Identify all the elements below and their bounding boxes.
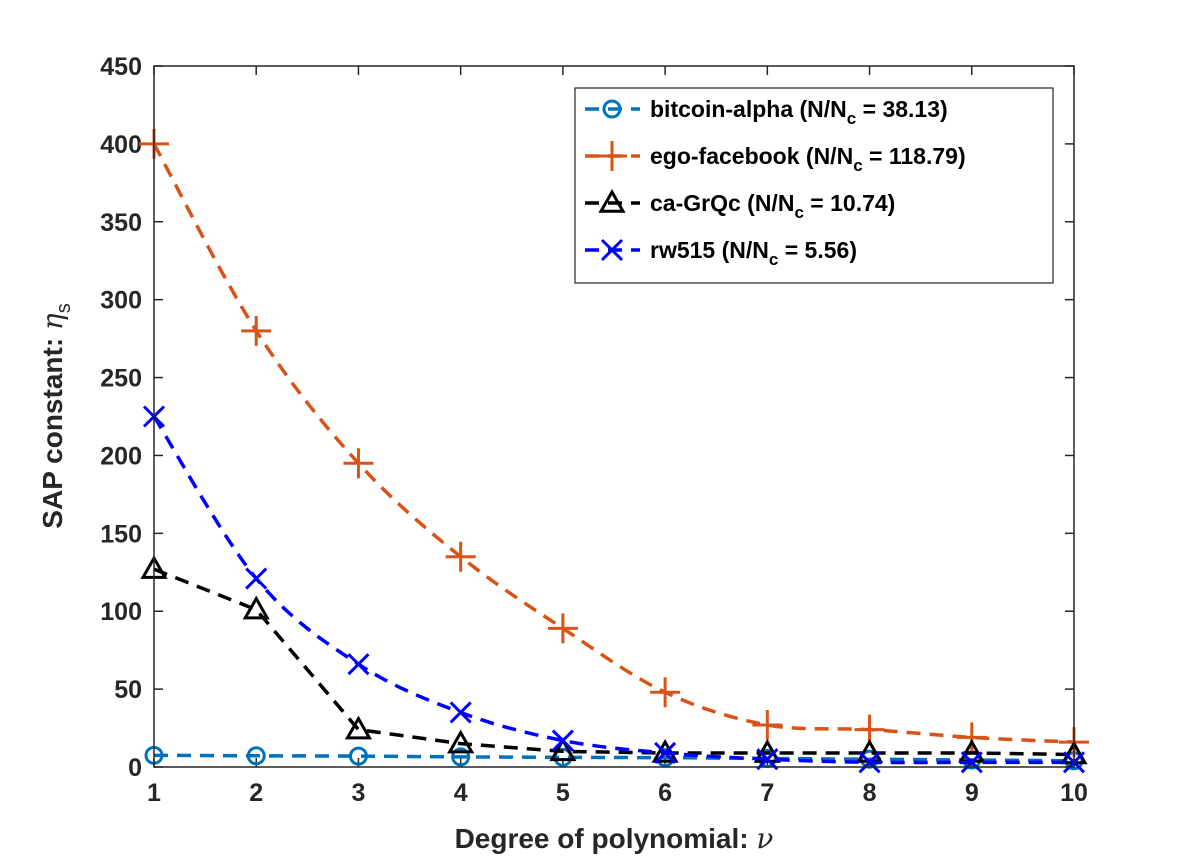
data-point-ca-GrQc-2: [242, 595, 270, 620]
y-tick-label-50: 50: [114, 676, 142, 704]
series-layer: [139, 128, 1089, 774]
series-rw515: [142, 405, 1086, 774]
data-point-ego-facebook-3: [343, 448, 374, 479]
data-point-rw515-2: [245, 567, 268, 590]
data-point-ca-GrQc-3: [344, 715, 373, 740]
y-tick-label-150: 150: [100, 520, 142, 548]
series-line-ego-facebook: [152, 143, 1075, 744]
y-axis-label-group: SAP constant: ηs: [36, 303, 75, 528]
legend: bitcoin-alpha (N/Nc = 38.13) ego-facebook…: [574, 87, 1054, 284]
y-tick-label-300: 300: [100, 287, 142, 315]
legend-item-bitcoin-alpha: bitcoin-alpha (N/Nc = 38.13): [585, 96, 948, 128]
x-tick-label-3: 3: [351, 779, 365, 807]
series-line-bitcoin-alpha: [153, 753, 1075, 763]
legend-label-ego-facebook: ego-facebook (N/Nc = 118.79): [650, 143, 966, 175]
legend-label-bitcoin-alpha: bitcoin-alpha (N/Nc = 38.13): [650, 96, 948, 128]
legend-marker-bitcoin-alpha: [602, 99, 622, 119]
data-point-ca-GrQc-5: [549, 737, 577, 762]
y-tick-label-400: 400: [100, 131, 142, 159]
legend-item-rw515: rw515 (N/Nc = 5.56): [585, 237, 857, 269]
data-point-bitcoin-alpha-3: [348, 746, 368, 766]
y-tick-label-450: 450: [100, 53, 142, 81]
x-tick-label-8: 8: [863, 779, 877, 807]
legend-box: [574, 87, 1054, 284]
data-point-rw515-7: [756, 748, 779, 771]
data-point-rw515-6: [654, 741, 677, 765]
data-point-rw515-5: [551, 729, 574, 752]
data-point-rw515-3: [347, 653, 370, 676]
series-line-rw515: [152, 415, 1074, 765]
data-point-ego-facebook-7: [752, 709, 783, 740]
x-tick-label-7: 7: [760, 779, 774, 807]
data-point-ca-GrQc-6: [651, 738, 679, 763]
legend-label-rw515: rw515 (N/Nc = 5.56): [650, 237, 857, 269]
data-point-ego-facebook-4: [445, 541, 476, 572]
x-tick-label-10: 10: [1060, 779, 1088, 807]
data-point-ego-facebook-5: [547, 613, 578, 644]
data-point-ego-facebook-2: [241, 315, 272, 346]
legend-label-ca-GrQc: ca-GrQc (N/Nc = 10.74): [650, 190, 895, 222]
y-axis-label: SAP constant: ηs: [36, 303, 75, 528]
x-tick-label-2: 2: [249, 779, 263, 807]
x-tick-label-6: 6: [658, 779, 672, 807]
data-point-ego-facebook-6: [650, 677, 681, 708]
x-axis-label: Degree of polynomial: ν: [455, 822, 774, 855]
legend-item-ego-facebook: ego-facebook (N/Nc = 118.79): [585, 141, 966, 175]
y-tick-label-100: 100: [100, 598, 142, 626]
data-point-rw515-4: [449, 701, 472, 724]
x-tick-label-5: 5: [556, 779, 570, 807]
x-tick-label-1: 1: [147, 779, 161, 807]
y-tick-label-350: 350: [100, 209, 142, 237]
series-line-ca-GrQc: [153, 567, 1075, 757]
data-point-rw515-9: [960, 751, 983, 774]
y-tick-label-250: 250: [100, 365, 142, 393]
axes-box: [153, 65, 1075, 768]
data-point-ca-GrQc-4: [447, 729, 475, 754]
legend-marker-ego-facebook: [597, 141, 627, 171]
y-tick-label-0: 0: [128, 754, 142, 782]
y-tick-label-200: 200: [100, 442, 142, 470]
legend-marker-ca-GrQc: [598, 188, 626, 213]
x-tick-label-9: 9: [965, 779, 979, 807]
data-point-bitcoin-alpha-4: [451, 747, 471, 767]
data-point-ego-facebook-9: [956, 722, 987, 753]
legend-marker-rw515: [600, 238, 624, 262]
legend-item-ca-GrQc: ca-GrQc (N/Nc = 10.74): [585, 188, 895, 222]
data-point-bitcoin-alpha-2: [246, 746, 266, 766]
data-point-rw515-8: [858, 751, 881, 774]
x-tick-label-4: 4: [454, 779, 468, 807]
